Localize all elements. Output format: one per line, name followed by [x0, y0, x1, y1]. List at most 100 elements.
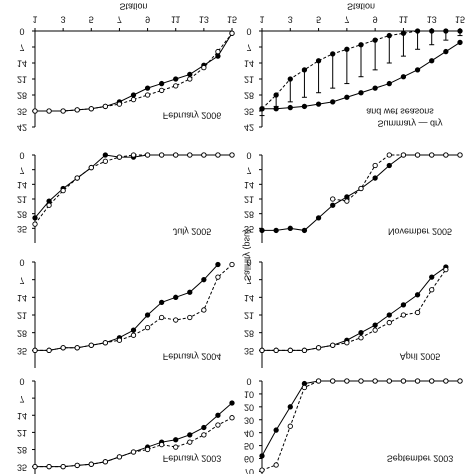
data-point — [144, 312, 151, 318]
data-point — [173, 317, 179, 323]
data-point — [158, 299, 165, 306]
data-point — [187, 71, 193, 78]
chart-title: September 2003 — [387, 454, 454, 464]
data-point — [386, 80, 392, 87]
y-tick-label: 7 — [19, 43, 24, 53]
data-point — [32, 221, 38, 227]
data-point — [273, 92, 279, 98]
data-point — [130, 152, 137, 158]
data-point — [215, 261, 221, 268]
data-point — [46, 347, 52, 353]
series-line — [34, 154, 232, 225]
y-tick-label: 14 — [17, 180, 27, 190]
data-point — [386, 152, 392, 158]
data-point — [158, 441, 165, 448]
y-tick-label: 14 — [244, 180, 254, 190]
data-point — [46, 464, 52, 470]
data-point — [88, 106, 94, 112]
data-point — [201, 424, 207, 431]
x-tick-label: 7 — [344, 15, 349, 25]
data-point — [32, 108, 38, 114]
y-tick-label: 7 — [246, 275, 251, 285]
y-tick-label: 21 — [17, 311, 27, 321]
x-tick-label: 9 — [373, 15, 378, 25]
data-point — [273, 106, 279, 112]
data-point — [386, 32, 392, 39]
x-tick-label: 11 — [171, 15, 180, 25]
chart-title: July 2005 — [173, 227, 212, 237]
data-point — [229, 400, 235, 406]
x-tick-label: 7 — [117, 15, 122, 25]
data-point — [315, 101, 322, 107]
chart-title: February 2004 — [163, 352, 222, 362]
data-point — [60, 187, 66, 194]
data-point — [187, 152, 193, 158]
data-point — [144, 92, 151, 98]
data-point — [229, 30, 235, 36]
data-point — [457, 152, 463, 158]
data-point — [74, 462, 80, 469]
data-point — [88, 461, 94, 467]
x-tick-label: 5 — [316, 15, 321, 25]
y-tick-label: 28 — [17, 209, 27, 219]
data-point — [287, 104, 293, 111]
data-point — [201, 64, 207, 71]
chart-title: February 2003 — [163, 454, 222, 464]
data-point — [330, 202, 336, 208]
data-point — [386, 378, 392, 384]
data-point — [330, 99, 336, 105]
data-point — [372, 378, 378, 384]
data-point — [144, 85, 151, 91]
data-point — [102, 152, 109, 158]
data-point — [259, 106, 265, 112]
data-point — [386, 312, 392, 318]
data-point — [301, 347, 308, 353]
data-point — [386, 319, 392, 326]
data-point — [144, 446, 151, 453]
data-point — [273, 347, 279, 353]
x-axis-label: Station — [347, 2, 375, 12]
data-point — [259, 467, 265, 473]
data-point — [187, 432, 193, 438]
y-tick-label: 60 — [244, 454, 254, 464]
data-point — [158, 80, 165, 87]
data-point — [457, 378, 463, 384]
data-point — [173, 83, 179, 89]
data-point — [144, 324, 151, 331]
data-point — [344, 378, 350, 384]
data-point — [344, 340, 350, 346]
y-tick-label: 0 — [246, 258, 251, 268]
y-tick-label: 7 — [246, 43, 251, 53]
data-point — [358, 42, 364, 48]
data-point — [344, 194, 350, 200]
data-point — [287, 225, 293, 231]
data-point — [215, 412, 221, 418]
data-point — [400, 30, 407, 36]
data-point — [400, 302, 407, 308]
series-line — [261, 380, 460, 457]
y-tick-label: 0 — [246, 151, 251, 161]
data-point — [358, 185, 364, 192]
y-tick-label: 21 — [17, 428, 27, 438]
data-point — [88, 342, 94, 348]
data-point — [130, 327, 137, 333]
y-tick-label: 35 — [244, 346, 254, 356]
y-tick-label: 28 — [17, 91, 27, 101]
y-tick-label: 35 — [244, 107, 254, 117]
data-point — [46, 198, 52, 204]
y-tick-label: 7 — [19, 165, 24, 175]
panel — [259, 152, 463, 243]
y-tick-label: 0 — [246, 377, 251, 387]
chart-title: Summary — dry — [377, 119, 443, 129]
data-point — [315, 378, 322, 384]
y-tick-label: 35 — [244, 224, 254, 234]
data-point — [372, 175, 378, 181]
y-tick-label: 0 — [246, 27, 251, 37]
data-point — [372, 322, 378, 328]
data-point — [60, 464, 66, 470]
panel — [32, 28, 235, 128]
y-tick-label: 10 — [244, 390, 254, 400]
data-point — [273, 427, 279, 433]
data-point — [443, 378, 449, 384]
data-point — [400, 312, 407, 318]
